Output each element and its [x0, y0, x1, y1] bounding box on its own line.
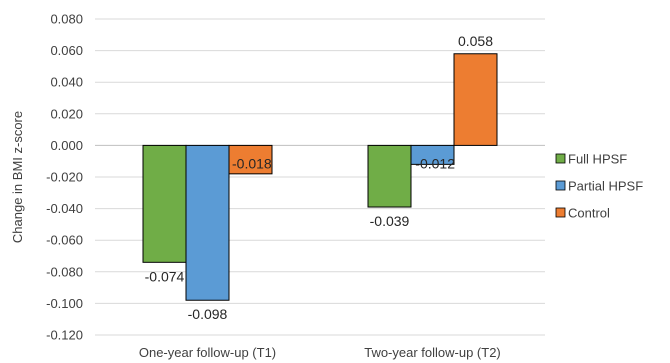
x-tick-label: Two-year follow-up (T2) [364, 345, 501, 360]
legend-label: Partial HPSF [568, 179, 643, 194]
data-label: -0.074 [145, 268, 185, 284]
data-label: -0.039 [370, 213, 410, 229]
legend-swatch [555, 180, 566, 191]
y-axis-title: Change in BMI z-score [10, 111, 25, 243]
y-tick-label: 0.020 [50, 106, 83, 121]
y-tick-label: 0.040 [50, 75, 83, 90]
legend-swatch [555, 153, 566, 164]
data-label: -0.018 [232, 155, 272, 171]
y-tick-label: -0.100 [46, 296, 83, 311]
y-tick-label: -0.020 [46, 170, 83, 185]
x-tick-label: One-year follow-up (T1) [139, 345, 276, 360]
data-label: -0.098 [188, 306, 228, 322]
bar-full-hpsf [367, 144, 412, 208]
bar-partial-hpsf [185, 144, 230, 301]
bars [142, 53, 498, 301]
data-label: -0.012 [415, 155, 455, 171]
data-label: 0.058 [458, 33, 493, 49]
x-axis-tick-labels: One-year follow-up (T1) Two-year follow-u… [139, 345, 501, 360]
bar-full-hpsf [142, 144, 187, 263]
legend-swatch [555, 207, 566, 218]
y-tick-label: -0.120 [46, 328, 83, 343]
y-tick-label: 0.000 [50, 138, 83, 153]
bar-control [228, 144, 273, 175]
legend: Full HPSF Partial HPSF Control [555, 152, 643, 221]
y-axis-tick-labels: 0.080 0.060 0.040 0.020 0.000 -0.020 -0.040 -0.… [46, 12, 83, 343]
legend-label: Control [568, 206, 610, 221]
data-labels: -0.074 -0.098 -0.018 -0.039 -0.012 0.058 [145, 33, 494, 322]
y-tick-label: 0.080 [50, 12, 83, 27]
y-tick-label: -0.060 [46, 233, 83, 248]
legend-label: Full HPSF [568, 152, 627, 167]
y-tick-label: -0.080 [46, 264, 83, 279]
y-tick-label: -0.040 [46, 201, 83, 216]
y-tick-label: 0.060 [50, 43, 83, 58]
bar-partial-hpsf [410, 144, 455, 165]
bar-control [453, 53, 498, 146]
